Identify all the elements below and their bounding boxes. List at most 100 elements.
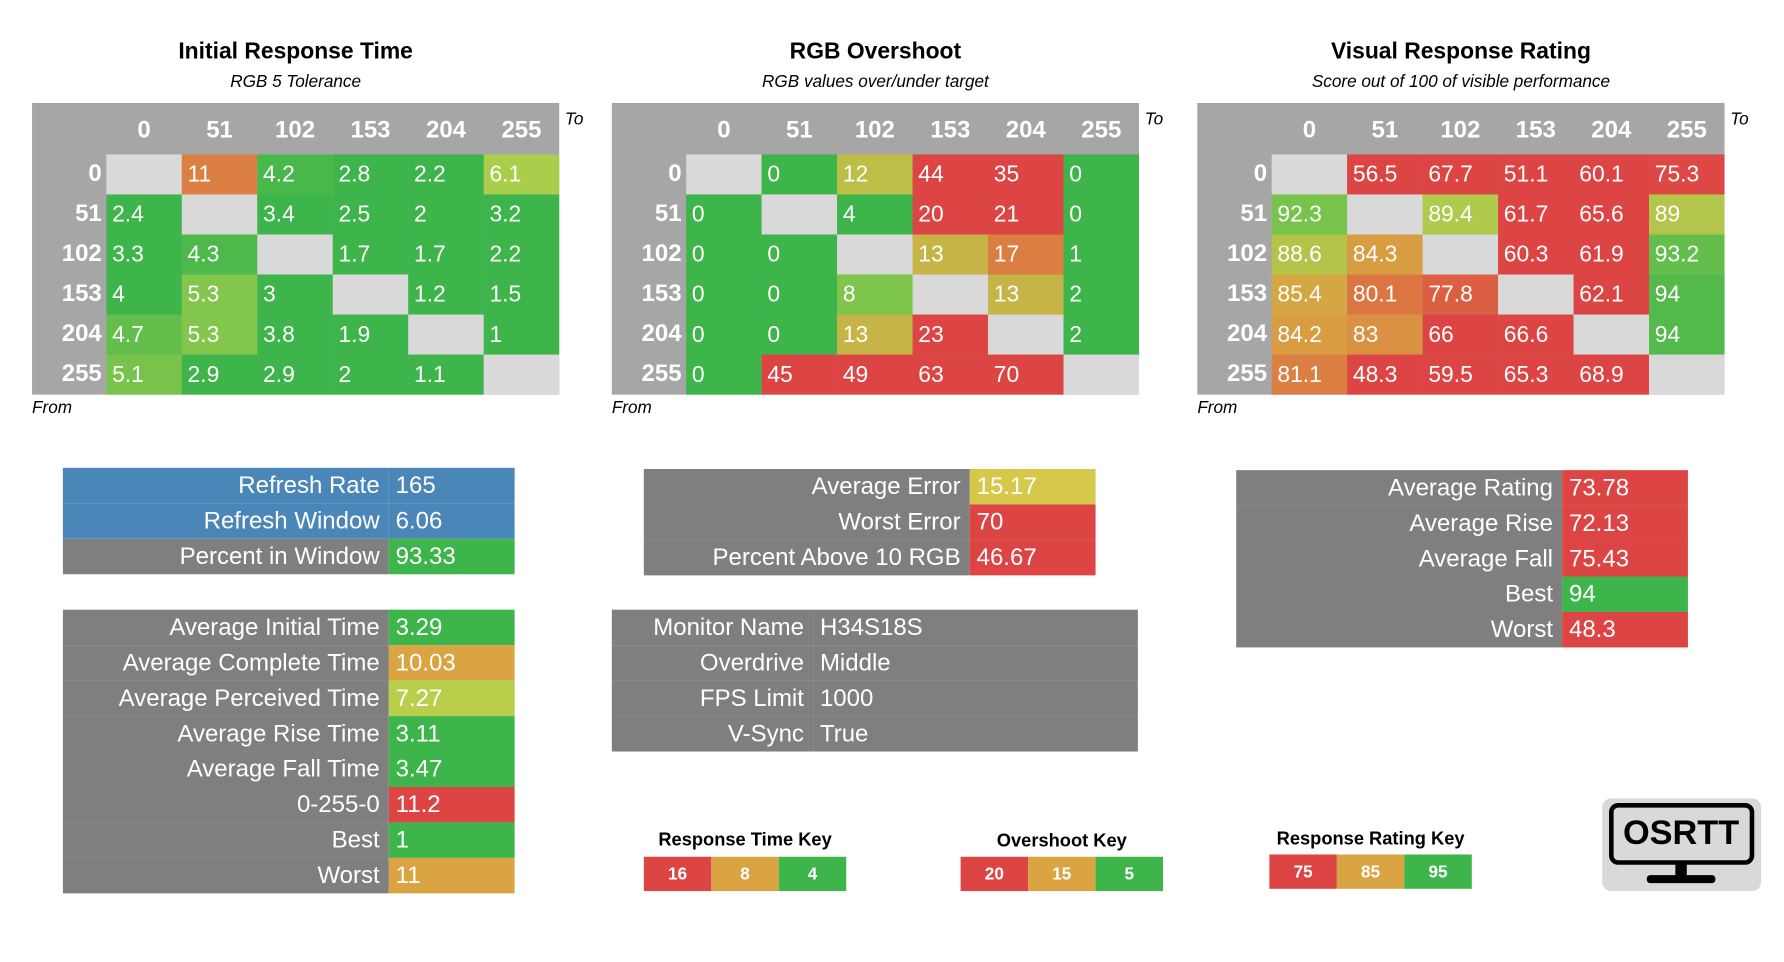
stat-label-bg [611, 645, 814, 681]
cell-value: 0 [767, 161, 780, 187]
cell-value: 12 [843, 161, 868, 187]
empty-cell [1063, 354, 1140, 395]
cell-value: 0 [692, 361, 705, 387]
stat-value-bg [1562, 611, 1688, 648]
cell-value: 0 [1069, 161, 1082, 187]
cell-value: 1.7 [339, 241, 371, 267]
logo-text: OSRTT [1623, 814, 1739, 852]
cell [988, 154, 1064, 195]
cell [181, 154, 258, 195]
stat-value: 72.13 [1569, 510, 1629, 537]
empty-cell [686, 154, 762, 195]
key-swatch [1269, 854, 1337, 889]
cell-value: 84.3 [1353, 241, 1397, 267]
cell [1422, 194, 1499, 235]
stat-label-bg [611, 716, 814, 752]
empty-cell [837, 234, 913, 275]
key-value: 5 [1125, 864, 1135, 884]
stat-value-bg [969, 468, 1096, 505]
stat-value: 48.3 [1569, 616, 1616, 643]
cell [761, 354, 838, 395]
cell-value: 45 [767, 361, 792, 387]
column-header: 153 [351, 116, 391, 143]
stat-value-bg [388, 716, 515, 752]
cell [1063, 234, 1140, 275]
cell [1347, 274, 1423, 315]
cell-value: 94 [1655, 321, 1681, 347]
stat-value: 75.43 [1569, 545, 1629, 572]
stat-value-bg [388, 822, 515, 858]
to-label: To [565, 109, 583, 129]
cell [106, 194, 182, 235]
cell [1271, 274, 1348, 315]
key-value: 15 [1052, 864, 1072, 884]
cell-value: 65.3 [1504, 361, 1548, 387]
cell [408, 194, 484, 235]
stat-label: Average Rise Time [177, 720, 379, 747]
cell-value: 2 [339, 361, 352, 387]
key-title: Response Time Key [658, 829, 832, 850]
cell [483, 234, 560, 275]
cell-value: 44 [918, 161, 944, 187]
key-swatch [1404, 854, 1472, 889]
cell [686, 274, 762, 315]
column-header: 102 [275, 116, 315, 143]
stat-label-bg [62, 680, 389, 717]
stat-value: 94 [1569, 581, 1596, 608]
cell-value: 5.3 [188, 321, 220, 347]
column-header: 153 [1516, 116, 1556, 143]
column-header: 204 [1591, 116, 1632, 143]
cell [988, 234, 1064, 275]
stat-value-bg [969, 504, 1096, 540]
cell-value: 0 [767, 281, 780, 307]
stat-label-bg [1236, 470, 1563, 506]
to-label: To [1730, 109, 1748, 129]
row-header: 0 [668, 160, 681, 187]
column-header: 102 [1440, 116, 1480, 143]
cell-value: 23 [918, 321, 943, 347]
matrix-subtitle: Score out of 100 of visible performance [1312, 71, 1610, 91]
stat-value: True [820, 720, 868, 747]
cell-value: 6.1 [489, 161, 521, 187]
cell-value: 1 [489, 321, 502, 347]
cell [1271, 234, 1348, 275]
logo-stand [1675, 862, 1687, 877]
cell [332, 154, 409, 195]
row-header: 153 [1227, 280, 1267, 307]
cell-value: 61.9 [1579, 241, 1623, 267]
cell [837, 314, 913, 355]
stat-value: 73.78 [1569, 474, 1629, 501]
cell-value: 66.6 [1504, 321, 1548, 347]
column-header: 51 [1372, 116, 1399, 143]
empty-cell [408, 314, 484, 355]
column-header: 102 [855, 116, 895, 143]
cell-value: 59.5 [1428, 361, 1472, 387]
stat-label-bg [611, 680, 814, 717]
stat-value: 3.11 [396, 720, 441, 747]
cell-value: 51.1 [1504, 161, 1548, 187]
cell-value: 49 [843, 361, 868, 387]
cell-value: 13 [918, 241, 943, 267]
stat-value-bg [1562, 470, 1688, 506]
stat-label-bg [62, 503, 389, 539]
stat-value: 93.33 [396, 543, 456, 570]
column-header: 204 [1006, 116, 1047, 143]
stat-label-bg [1236, 576, 1563, 612]
column-header: 51 [206, 116, 233, 143]
cell [257, 154, 333, 195]
cell [988, 354, 1064, 395]
stat-label: Percent Above 10 RGB [712, 544, 960, 571]
stat-value-bg [388, 751, 515, 787]
cell [1573, 354, 1650, 395]
logo-bg [1602, 798, 1762, 892]
cell [837, 274, 913, 315]
row-header: 102 [642, 240, 682, 267]
stat-value: 1 [396, 827, 409, 854]
cell [1498, 354, 1574, 395]
cell-value: 3.2 [489, 201, 521, 227]
cell [1422, 314, 1499, 355]
column-header: 255 [1081, 116, 1121, 143]
empty-cell [1422, 234, 1499, 275]
